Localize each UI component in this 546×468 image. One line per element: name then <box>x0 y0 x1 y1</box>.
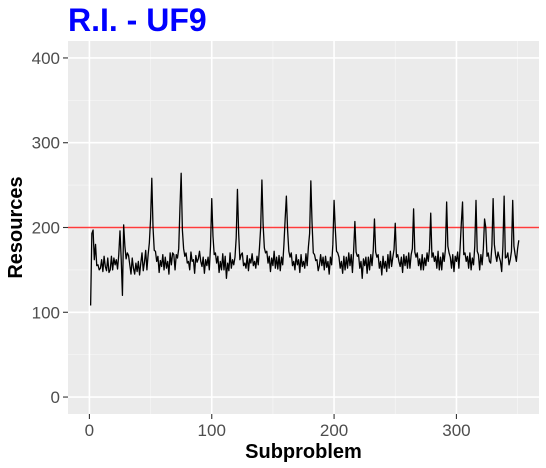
chart-title: R.I. - UF9 <box>68 2 207 38</box>
y-axis-ticks: 0 100 200 300 400 <box>32 49 68 407</box>
y-tick-label: 200 <box>32 219 60 238</box>
x-tick-label: 0 <box>85 421 94 440</box>
x-tick-label: 200 <box>320 421 348 440</box>
x-axis-ticks: 0 100 200 300 <box>85 414 471 440</box>
y-tick-label: 100 <box>32 303 60 322</box>
x-axis-title: Subproblem <box>245 441 362 463</box>
x-tick-label: 300 <box>442 421 470 440</box>
y-tick-label: 400 <box>32 49 60 68</box>
y-tick-label: 300 <box>32 134 60 153</box>
series-line-resources <box>89 172 520 306</box>
series-group <box>89 172 520 306</box>
y-tick-label: 0 <box>51 388 60 407</box>
y-axis-title: Resources <box>5 176 27 278</box>
x-tick-label: 100 <box>198 421 226 440</box>
